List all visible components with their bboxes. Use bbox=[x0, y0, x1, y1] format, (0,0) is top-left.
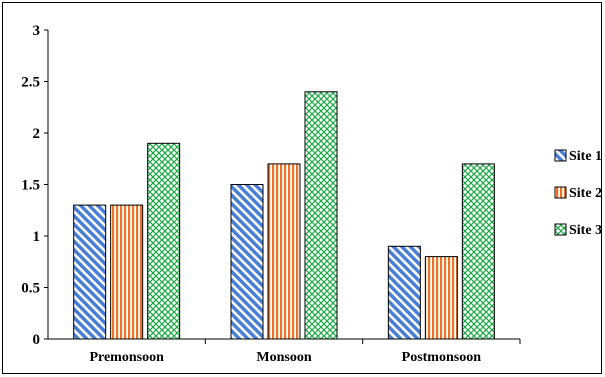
legend-swatch bbox=[554, 186, 567, 199]
bar-site-1-premonsoon bbox=[73, 204, 107, 340]
bars bbox=[73, 91, 495, 340]
y-tick-label: 1.5 bbox=[21, 178, 40, 194]
bar-site-2-monsoon bbox=[267, 163, 301, 340]
legend: Site 1 Site 2 Site 3 bbox=[554, 149, 602, 238]
bar-site-3-postmonsoon bbox=[461, 163, 495, 340]
bar-site-3-monsoon bbox=[304, 91, 338, 340]
legend-label: Site 1 bbox=[569, 149, 602, 164]
x-category-label: Postmonsoon bbox=[402, 350, 482, 365]
y-tick-label: 2 bbox=[33, 126, 41, 142]
legend-label: Site 2 bbox=[569, 186, 602, 201]
x-category-label: Monsoon bbox=[256, 350, 311, 365]
legend-swatch bbox=[554, 149, 567, 162]
bar-site-1-postmonsoon bbox=[387, 245, 421, 340]
y-tick-label: 0 bbox=[33, 332, 41, 348]
tick-labels: 0 0.5 1 1.5 2 2.5 3 Premonsoon Monsoon Postmonsoo… bbox=[21, 23, 481, 365]
y-tick-label: 2.5 bbox=[21, 75, 40, 91]
y-tick-label: 1 bbox=[33, 229, 41, 245]
bar-site-3-premonsoon bbox=[147, 142, 181, 340]
bar-site-1-monsoon bbox=[230, 184, 264, 340]
y-tick-label: 3 bbox=[33, 23, 41, 39]
legend-label: Site 3 bbox=[569, 223, 602, 238]
bar-site-2-premonsoon bbox=[110, 204, 144, 340]
x-category-label: Premonsoon bbox=[89, 350, 164, 365]
legend-swatch bbox=[554, 223, 567, 236]
y-tick-label: 0.5 bbox=[21, 281, 40, 297]
bar-site-2-postmonsoon bbox=[424, 256, 458, 340]
